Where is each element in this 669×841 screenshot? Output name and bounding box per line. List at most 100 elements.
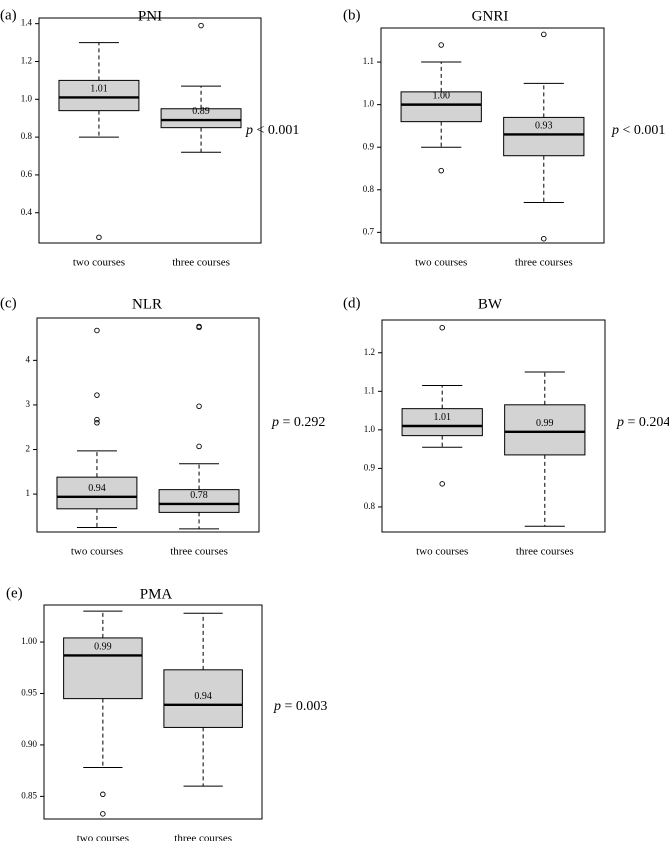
box-three-courses: 0.99 <box>504 371 586 527</box>
outlier-point <box>96 234 102 241</box>
outlier-point <box>94 392 100 398</box>
x-category-label: three courses <box>515 257 573 269</box>
plot-frame <box>43 604 263 820</box>
outlier-point <box>439 481 445 487</box>
y-tick-label: 1 <box>26 488 31 498</box>
p-value-d: p = 0.204 <box>617 415 669 431</box>
outlier-point <box>439 324 445 331</box>
p-symbol: p <box>612 123 619 138</box>
box-three-courses: 0.93 <box>503 31 585 242</box>
iqr-box <box>163 669 243 728</box>
x-category-label: two courses <box>73 257 125 269</box>
x-category-label: two courses <box>415 257 467 269</box>
y-tick-label: 1.00 <box>21 636 37 646</box>
x-category-label: two courses <box>71 546 123 558</box>
plot-frame <box>381 319 606 533</box>
outlier-point <box>94 327 100 334</box>
median-label: 1.00 <box>432 91 450 102</box>
iqr-box <box>158 489 240 513</box>
y-tick-label: 1.2 <box>21 56 32 66</box>
outlier-point <box>541 235 547 242</box>
box-two-courses: 1.00 <box>400 42 482 174</box>
outlier-point <box>541 31 547 38</box>
chart-title: NLR <box>132 296 162 312</box>
y-tick-label: 0.8 <box>364 501 376 511</box>
panel-label: (c) <box>0 295 17 311</box>
panel-e: (e) PMA 0.85 0.90 0.95 1.00 two courses three c… <box>6 585 263 841</box>
iqr-box <box>56 476 138 510</box>
panel-c: (c) NLR 1 2 3 4 two courses three courses 0.94 0.… <box>0 295 260 558</box>
y-tick-label: 3 <box>26 399 31 409</box>
p-value-text: = 0.204 <box>624 415 669 430</box>
y-tick-label: 0.90 <box>21 739 37 749</box>
outlier-point <box>196 323 202 330</box>
y-tick-label: 0.7 <box>363 226 375 236</box>
box-two-courses: 0.99 <box>63 610 143 817</box>
p-value-b: p < 0.001 <box>612 123 665 139</box>
box-three-courses: 0.89 <box>160 22 242 153</box>
y-tick-label: 1.1 <box>364 385 375 395</box>
median-label: 0.94 <box>194 691 212 702</box>
y-tick-label: 1.2 <box>364 347 375 357</box>
y-tick-label: 1.4 <box>21 18 33 28</box>
median-label: 0.93 <box>535 120 553 131</box>
iqr-box <box>58 79 140 112</box>
y-tick-label: 0.85 <box>21 790 37 800</box>
p-value-text: < 0.001 <box>619 123 666 138</box>
outlier-point <box>94 420 100 426</box>
median-label: 0.99 <box>536 418 554 429</box>
median-label: 0.99 <box>94 641 112 652</box>
chart-title: GNRI <box>472 8 509 24</box>
y-tick-label: 1.1 <box>363 56 374 66</box>
median-label: 0.78 <box>190 490 208 501</box>
iqr-box <box>63 637 143 700</box>
x-category-label: two courses <box>77 833 129 841</box>
iqr-box <box>400 91 482 123</box>
box-three-courses: 0.94 <box>163 612 243 787</box>
x-category-label: three courses <box>174 833 232 841</box>
p-value-text: = 0.003 <box>281 699 328 714</box>
y-tick-label: 1.0 <box>363 99 375 109</box>
plot-frame <box>380 27 605 244</box>
p-value-text: < 0.001 <box>253 123 300 138</box>
y-tick-label: 2 <box>26 444 31 454</box>
p-symbol: p <box>617 415 624 430</box>
median-label: 0.89 <box>192 106 210 117</box>
y-tick-label: 0.6 <box>21 169 33 179</box>
outlier-point <box>100 811 106 817</box>
outlier-point <box>94 416 100 423</box>
panel-label: (b) <box>343 7 361 23</box>
median-label: 1.01 <box>90 83 108 94</box>
y-tick-label: 4 <box>26 354 31 364</box>
y-tick-label: 1.0 <box>21 93 33 103</box>
iqr-box <box>503 116 585 157</box>
p-value-a: p < 0.001 <box>246 123 299 139</box>
p-value-e: p = 0.003 <box>274 699 327 715</box>
median-label: 1.01 <box>433 412 451 423</box>
panel-b: (b) GNRI 0.7 0.8 0.9 1.0 1.1 two courses three c… <box>343 7 605 269</box>
plot-frame <box>38 17 262 244</box>
y-tick-label: 0.8 <box>21 131 33 141</box>
p-symbol: p <box>272 415 279 430</box>
plot-frame <box>36 317 260 533</box>
iqr-box <box>160 108 242 129</box>
outlier-point <box>196 443 202 450</box>
y-tick-label: 0.4 <box>21 207 33 217</box>
panel-label: (a) <box>0 7 17 23</box>
panel-d: (d) BW 0.8 0.9 1.0 1.1 1.2 two courses three cou… <box>343 295 606 558</box>
chart-title: PMA <box>140 586 173 602</box>
x-category-label: two courses <box>416 546 468 558</box>
box-two-courses: 1.01 <box>401 324 483 487</box>
outlier-point <box>198 22 204 29</box>
y-tick-label: 0.95 <box>21 688 37 698</box>
panel-a: (a) PNI 0.4 0.6 0.8 1.0 1.2 1.4 two courses three… <box>0 7 262 269</box>
outlier-point <box>438 42 444 48</box>
x-category-label: three courses <box>172 257 230 269</box>
p-symbol: p <box>246 123 253 138</box>
y-tick-label: 0.8 <box>363 184 375 194</box>
p-value-c: p = 0.292 <box>272 415 325 431</box>
panel-label: (e) <box>6 585 23 601</box>
x-category-label: three courses <box>170 546 228 558</box>
box-three-courses: 0.78 <box>158 323 240 530</box>
